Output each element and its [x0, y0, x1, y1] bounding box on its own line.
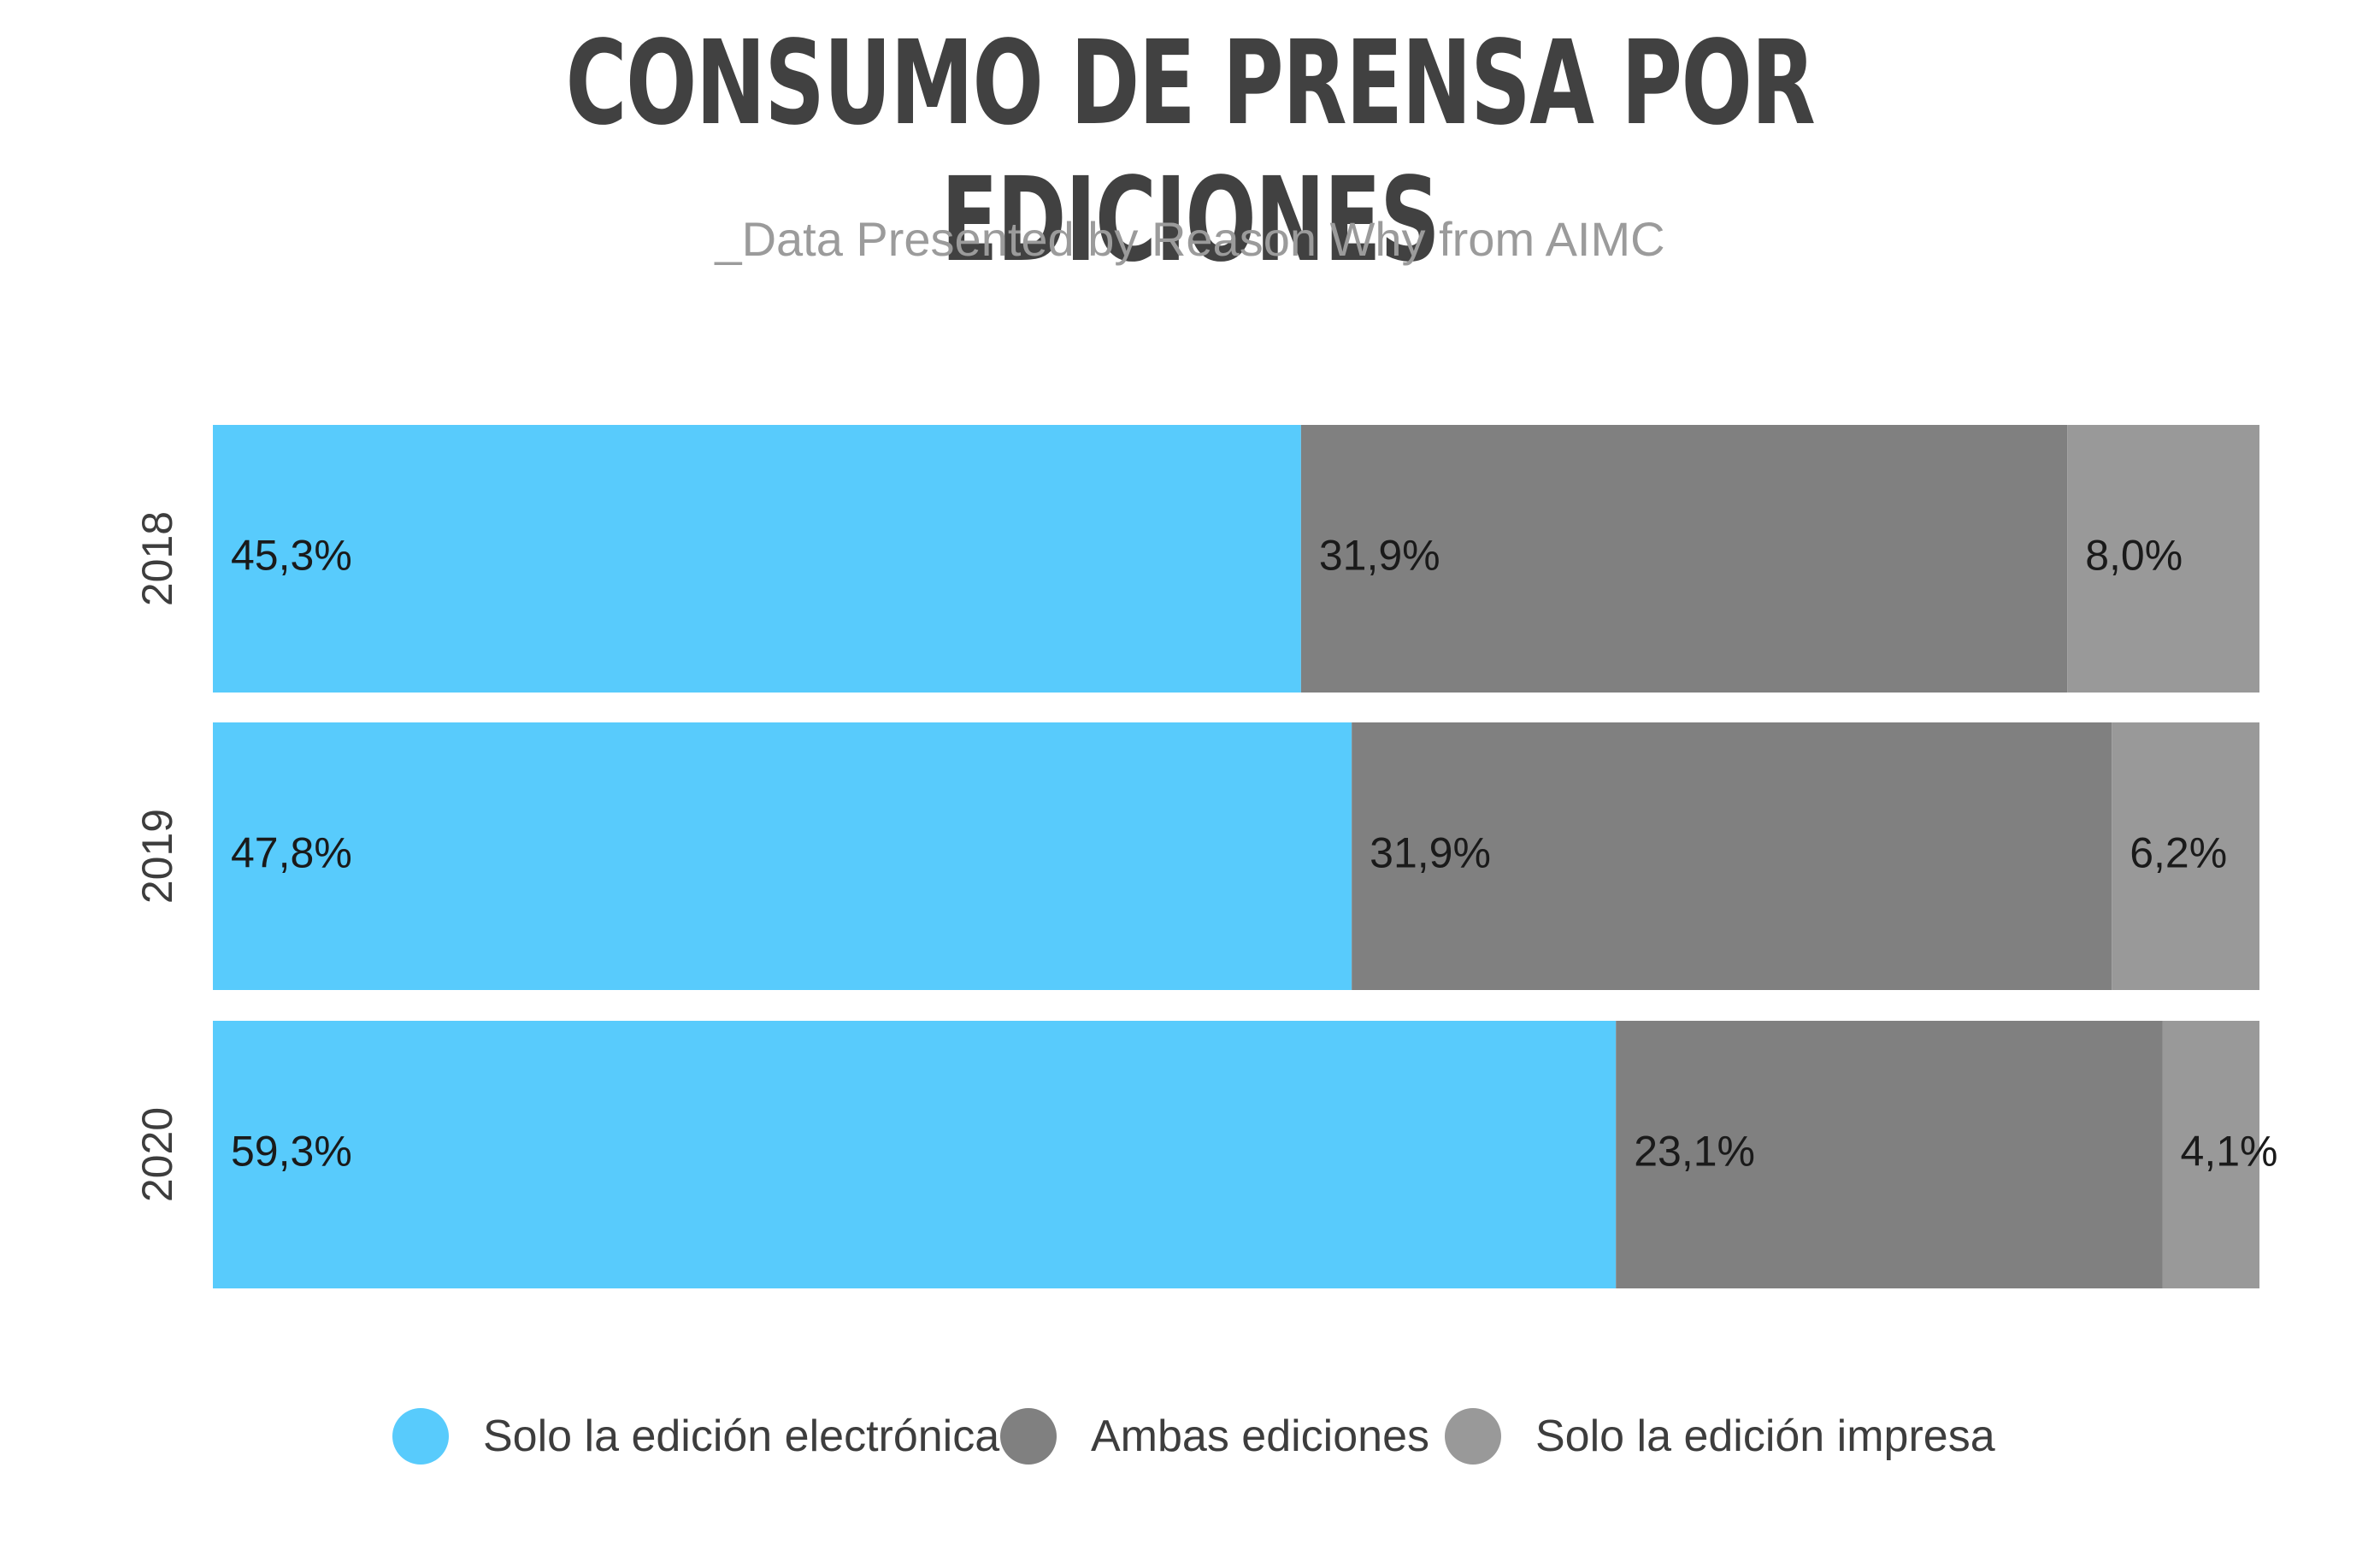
category-tick-2020: 2020 [133, 1107, 181, 1202]
category-ticks-layer: 2018 2019 2020 [133, 511, 181, 1202]
bar-2020-series-1 [1616, 1021, 2163, 1288]
chart-legend: Solo la edición electrónica Ambas edicio… [0, 1402, 2380, 1471]
legend-label: Solo la edición impresa [1535, 1412, 1995, 1461]
bar-2018-series-1 [1300, 425, 2068, 693]
legend-swatch [1445, 1408, 1501, 1465]
bar-2019-series-2 [2112, 722, 2259, 990]
data-label-2020-series-0: 59,3% [231, 1128, 352, 1176]
data-label-2019-series-1: 31,9% [1370, 829, 1491, 877]
data-label-2020-series-2: 4,1% [2181, 1128, 2278, 1176]
legend-swatch [392, 1408, 449, 1465]
category-tick-2018: 2018 [133, 511, 181, 606]
bar-2019-series-1 [1352, 722, 2112, 990]
bar-2018-series-0 [213, 425, 1301, 693]
category-tick-2019: 2019 [133, 809, 181, 904]
legend-swatch [1000, 1408, 1057, 1465]
bar-2020-series-0 [213, 1021, 1617, 1288]
bars-layer [213, 425, 2259, 1288]
legend-label: Ambas ediciones [1091, 1412, 1429, 1461]
chart-subtitle: _Data Presented by Reason Why from AIMC [715, 212, 1665, 266]
bar-2019-series-0 [213, 722, 1352, 990]
data-label-2018-series-1: 31,9% [1319, 532, 1440, 580]
data-label-2020-series-1: 23,1% [1634, 1128, 1755, 1176]
data-label-2018-series-2: 8,0% [2085, 532, 2183, 580]
data-labels-layer: 45,3% 31,9% 8,0% 47,8% 31,9% 6,2% 59,3% 23,1% 4,… [231, 532, 2277, 1176]
bar-2018-series-2 [2067, 425, 2259, 693]
data-label-2018-series-0: 45,3% [231, 532, 352, 580]
chart-title: CONSUMO DE PRENSA POR EDICIONES [565, 16, 1816, 288]
legend-label: Solo la edición electrónica [483, 1412, 1000, 1461]
data-label-2019-series-2: 6,2% [2130, 829, 2227, 877]
data-label-2019-series-0: 47,8% [231, 829, 352, 877]
bar-2020-series-2 [2162, 1021, 2259, 1288]
